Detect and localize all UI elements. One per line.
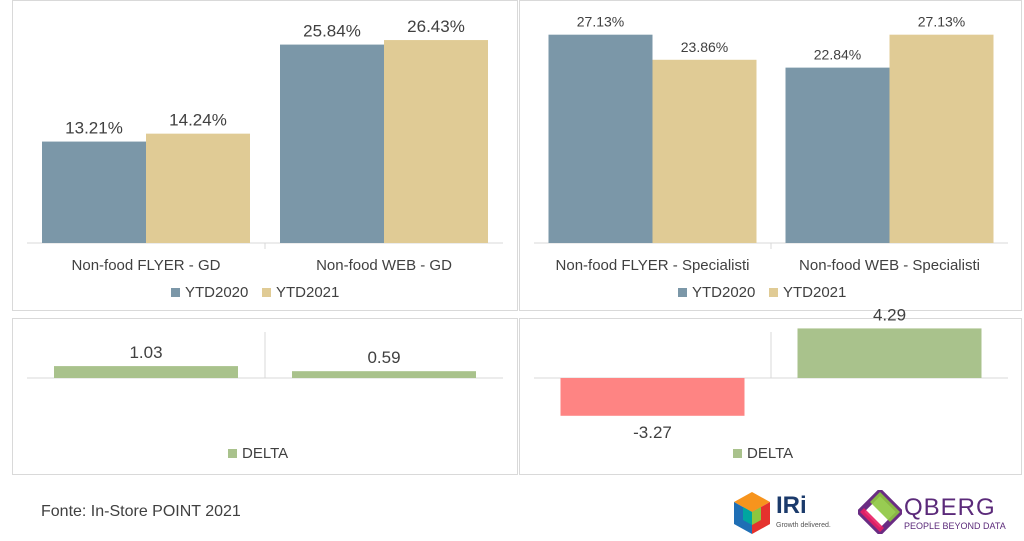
data-label: 27.13% [577, 14, 624, 30]
data-label: 0.59 [367, 348, 400, 367]
iri-tagline: Growth delivered. [776, 522, 831, 529]
source-note: Fonte: In-Store POINT 2021 [41, 503, 241, 520]
data-label: 1.03 [129, 343, 162, 362]
legend-swatch [733, 449, 742, 458]
data-label: 13.21% [65, 119, 123, 138]
bar-delta-2 [292, 371, 476, 378]
bar-ytd2021-2 [384, 40, 488, 243]
data-label: 22.84% [814, 47, 861, 63]
data-label: -3.27 [633, 423, 672, 442]
qberg-name: QBERG [904, 494, 996, 521]
bar-ytd2020-2 [280, 44, 384, 244]
bar-ytd2021-1 [652, 59, 757, 243]
legend-label: YTD2021 [783, 284, 846, 301]
data-label: 26.43% [407, 17, 465, 36]
iri-name: IRi [776, 492, 807, 519]
data-label: 27.13% [918, 14, 965, 30]
iri-logo: IRi Growth delivered. [732, 490, 842, 536]
iri-cube-icon [734, 492, 770, 534]
legend-swatch [262, 288, 271, 297]
bar-delta-2 [797, 328, 982, 378]
bar-ytd2020-1 [548, 34, 653, 243]
bar-ytd2021-2 [889, 34, 994, 243]
legend-swatch [769, 288, 778, 297]
panel-specialisti-percent-frame [519, 0, 1022, 311]
bar-ytd2021-1 [146, 133, 250, 243]
legend-label: YTD2020 [185, 284, 248, 301]
bar-delta-1 [54, 366, 238, 378]
data-label: 23.86% [681, 39, 728, 55]
legend-label: DELTA [747, 445, 793, 462]
category-label: Non-food FLYER - GD [72, 257, 221, 274]
data-label: 25.84% [303, 22, 361, 41]
legend-label: YTD2020 [692, 284, 755, 301]
legend-label: YTD2021 [276, 284, 339, 301]
category-label: Non-food FLYER - Specialisti [556, 257, 750, 274]
panel-gd-percent-frame [12, 0, 518, 311]
qberg-logo: QBERG PEOPLE BEYOND DATA [855, 487, 1008, 537]
qberg-diamond-icon [855, 487, 905, 537]
panel-gd-delta-frame [12, 318, 518, 475]
bar-delta-1 [560, 378, 745, 416]
category-label: Non-food WEB - Specialisti [799, 257, 980, 274]
legend-swatch [228, 449, 237, 458]
legend-swatch [171, 288, 180, 297]
qberg-tagline: PEOPLE BEYOND DATA [904, 521, 1006, 531]
legend-swatch [678, 288, 687, 297]
legend-label: DELTA [242, 445, 288, 462]
data-label: 4.29 [873, 305, 906, 324]
category-label: Non-food WEB - GD [316, 257, 452, 274]
chart-layer: 13.21% 14.24% Non-food FLYER - GD 25.84% 26.… [27, 14, 1008, 462]
data-label: 14.24% [169, 111, 227, 130]
panel-specialisti-delta-frame [519, 318, 1022, 475]
bar-ytd2020-2 [785, 67, 890, 243]
bar-ytd2020-1 [42, 141, 146, 243]
